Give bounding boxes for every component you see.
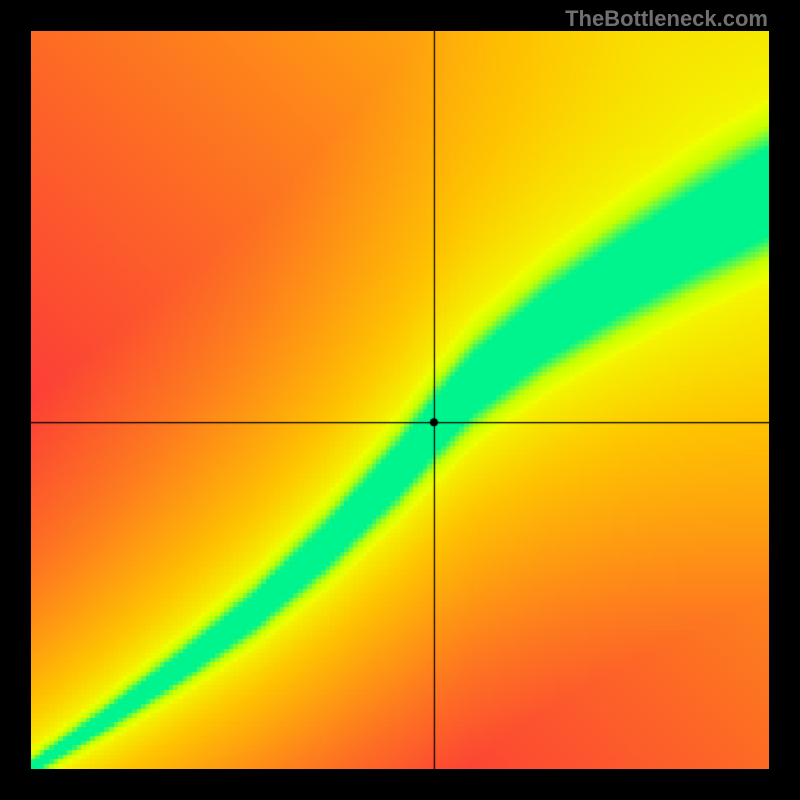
watermark-text: TheBottleneck.com <box>565 6 768 32</box>
chart-container: { "canvas": { "width": 800, "height": 80… <box>0 0 800 800</box>
bottleneck-heatmap <box>31 31 769 769</box>
